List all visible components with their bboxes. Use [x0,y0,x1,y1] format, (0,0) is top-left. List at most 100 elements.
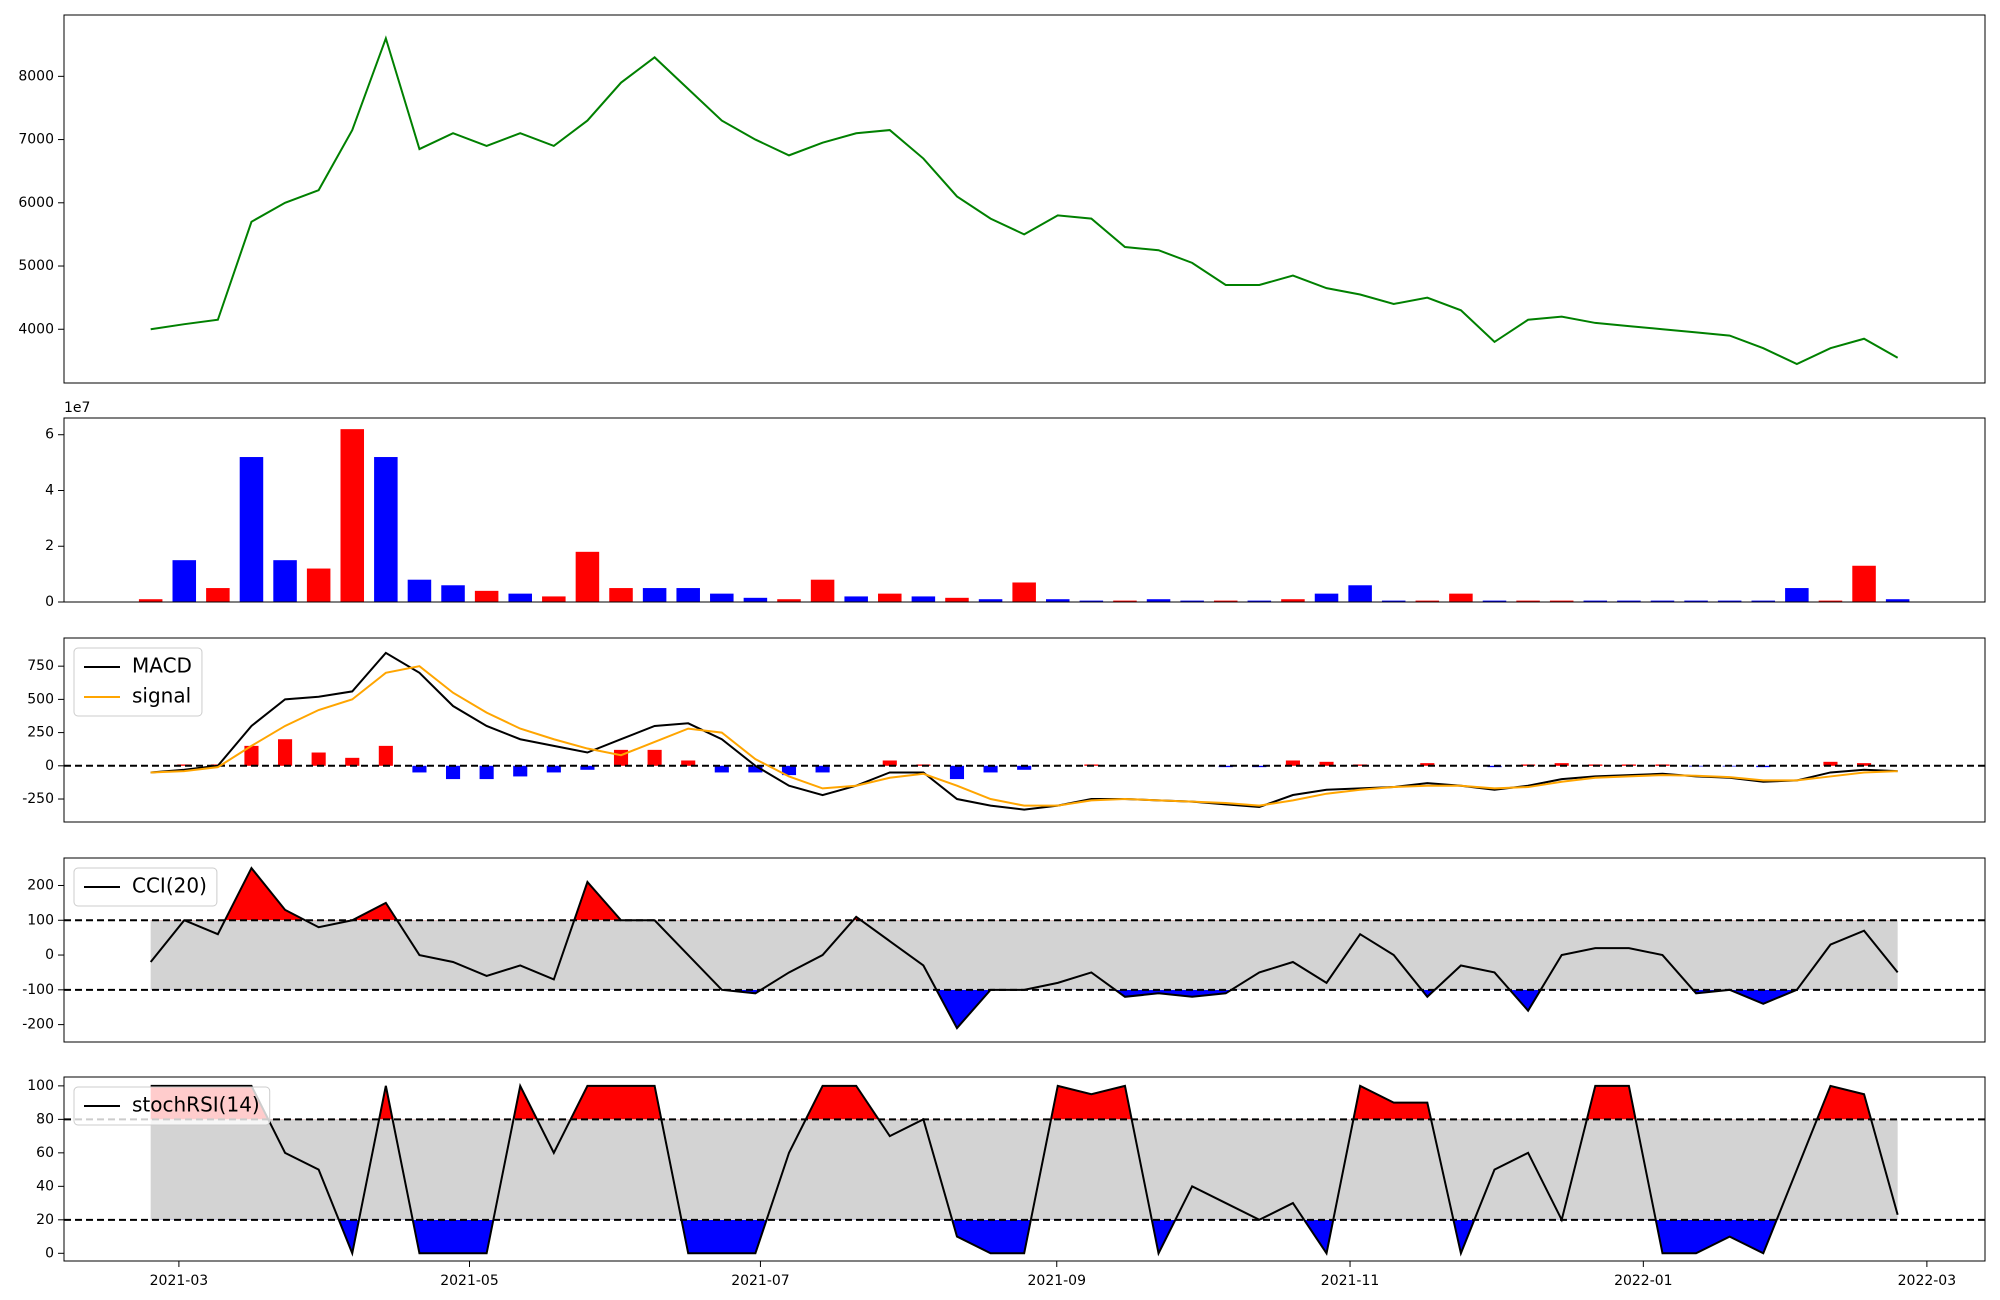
bar [1381,600,1406,602]
histogram-bar [714,765,729,773]
line [150,651,1898,811]
bar [642,588,667,602]
bar [172,560,197,602]
histogram-bar [1319,761,1334,766]
bar [374,457,398,602]
y-tick-label: 6 [45,427,54,443]
y-tick-label: 8000 [18,68,54,84]
panel: -200 -100 0 100 200 CCI(20) [22,857,1986,1043]
bar [206,588,230,602]
histogram-bar [781,765,797,776]
y-tick-label: -100 [22,982,54,998]
fill-above [150,868,1898,921]
y-tick-label: -200 [22,1017,54,1033]
y-tick-label: 2 [45,538,54,554]
x-tick-label: 2021-07 [731,1273,790,1289]
bar [1751,600,1776,602]
bar [1684,600,1708,602]
bar [441,585,465,602]
bar [878,593,902,602]
y-tick-label: 4 [45,482,54,498]
legend-box [73,647,203,717]
bar [1885,599,1910,602]
histogram-bar [1353,764,1368,766]
bar [609,588,633,602]
y-tick-label: 0 [45,947,54,963]
y-tick-label: 100 [27,912,54,928]
line [150,35,1899,366]
axes-frame [63,637,1986,823]
histogram-bar [1823,761,1838,766]
x-tick-label: 2022-01 [1614,1273,1673,1289]
histogram-bar [983,765,998,773]
panel: 0 2 4 6 1e7 [45,400,1986,610]
y-tick-label: 100 [27,1078,54,1094]
bar [239,457,264,602]
bar [978,599,1003,602]
bar [710,593,734,602]
bar [542,596,566,602]
bar [743,597,768,602]
histogram-bar [647,749,662,766]
y-tick-label: 0 [45,594,54,610]
threshold-band [150,920,1898,990]
bar [1818,600,1843,602]
legend-box [73,1086,271,1126]
bar [1549,600,1574,602]
histogram-bar [949,765,965,780]
histogram-bar [345,757,360,766]
histogram-bar [479,765,494,780]
x-tick-label: 2021-09 [1028,1273,1087,1289]
histogram-bar [546,765,561,773]
histogram-bar [580,765,595,770]
y-tick-label: 0 [45,758,54,774]
histogram-bar [378,745,393,766]
bar [1213,600,1238,602]
bar [1079,600,1104,602]
bar [676,588,700,602]
threshold-band [150,1119,1898,1220]
histogram-bar [244,745,259,766]
bar [575,551,600,602]
histogram-bar [513,765,528,777]
histogram-bar [882,760,897,766]
bar [1617,600,1641,602]
histogram-bar [681,760,696,766]
histogram-bar [311,752,326,766]
bar [508,593,532,602]
legend-label: CCI(20) [132,874,207,898]
histogram-bar [1420,763,1435,766]
y-tick-label: 60 [36,1145,54,1161]
line [149,866,1899,1030]
bar [306,568,331,602]
histogram-bar [1285,760,1300,766]
axes-frame [63,857,1986,1043]
y-tick-label: 0 [45,1245,54,1261]
line [150,665,1898,807]
fill-below [150,1219,1898,1254]
axes-frame [63,1076,1986,1262]
histogram-bar [445,765,461,780]
bar [1247,600,1272,602]
bar [1449,593,1473,602]
bar [1785,588,1809,602]
y-tick-label: 20 [36,1212,54,1228]
bar [844,596,868,602]
bar [1046,599,1070,602]
histogram-bar [1017,765,1032,770]
histogram-bar [748,765,763,773]
x-tick-label: 2022-03 [1898,1273,1957,1289]
histogram-bar [1554,763,1569,766]
y-tick-label: 4000 [18,321,54,337]
x-tick-label: 2021-03 [150,1273,209,1289]
y-tick-label: 7000 [18,132,54,148]
bar [1113,600,1137,602]
bar [1717,600,1742,602]
y-tick-label: 750 [27,658,54,674]
bar [1852,565,1876,602]
bar [1482,600,1507,602]
y-tick-label: 6000 [18,195,54,211]
histogram-bar [278,739,293,766]
x-tick-label: 2021-11 [1321,1273,1380,1289]
